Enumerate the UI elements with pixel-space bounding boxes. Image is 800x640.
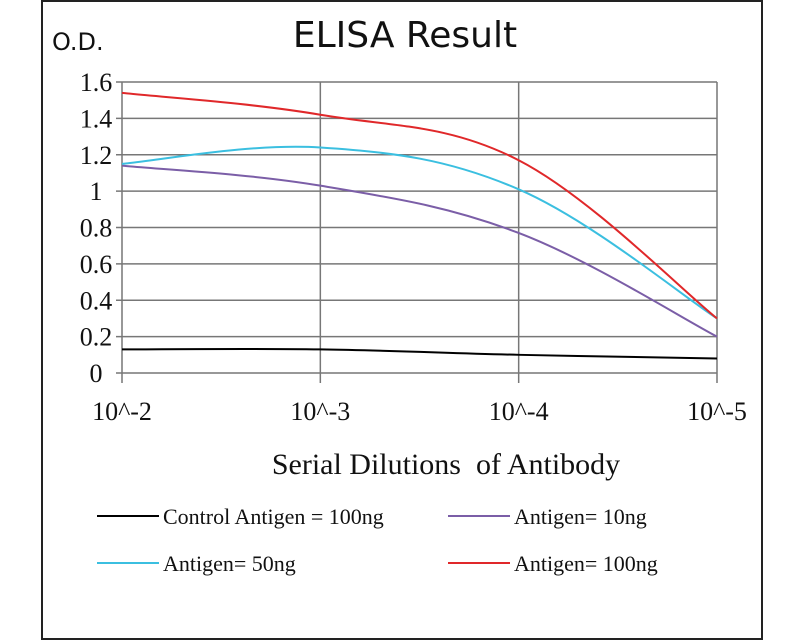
y-tick-label: 0.8 [80,214,113,243]
legend-label: Antigen= 50ng [163,551,296,576]
chart-frame [41,0,763,640]
x-tick-label: 10^-4 [489,397,549,426]
y-axis-label: O.D. [52,28,104,56]
x-axis-label: Serial Dilutions of Antibody [272,448,620,481]
y-tick-label: 0 [90,359,103,388]
elisa-chart: O.D. ELISA Result 0 0.2 0.4 0.6 0.8 1 1.2 1.4 1.… [52,15,747,576]
y-tick-label: 0.4 [80,286,113,315]
legend-label: Control Antigen = 100ng [163,504,384,529]
series-line-1 [121,164,718,338]
legend-label: Antigen= 10ng [514,504,647,529]
y-tick-label: 1.4 [80,104,113,133]
y-tick-label: 1.2 [80,141,113,170]
y-tick-label: 0.6 [80,250,113,279]
y-tick-label: 1.6 [80,68,113,97]
series-line-0 [121,347,718,360]
legend-label: Antigen= 100ng [514,551,658,576]
series-line-2 [121,145,718,320]
y-tick-label: 1 [90,177,103,206]
series-line-3 [121,91,718,320]
x-tick-label: 10^-2 [92,397,152,426]
x-tick-label: 10^-3 [290,397,350,426]
y-tick-label: 0.2 [80,323,113,352]
x-tick-label: 10^-5 [687,397,747,426]
chart-title: ELISA Result [293,15,517,56]
